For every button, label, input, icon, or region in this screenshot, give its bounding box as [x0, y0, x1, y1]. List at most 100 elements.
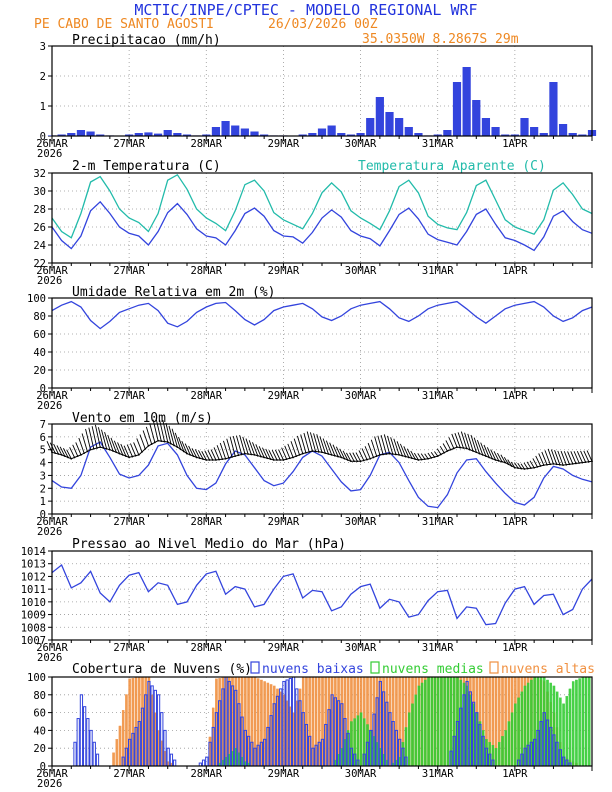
- cloud-mid-bar: [498, 742, 501, 767]
- cloud-mid-bar: [427, 676, 430, 767]
- cloud-mid-bar: [436, 676, 440, 767]
- wind-vector: [380, 434, 387, 455]
- wind-vector: [554, 450, 561, 465]
- wind-vector: [393, 438, 400, 455]
- wind-vector: [557, 450, 564, 466]
- y-tick-label: 0: [40, 131, 46, 143]
- precip-bar: [558, 124, 568, 136]
- precip-bar: [327, 125, 336, 136]
- wind-vector: [403, 446, 410, 458]
- wind-vector: [113, 440, 120, 454]
- precip-bar: [481, 118, 491, 136]
- wind-vector: [319, 436, 326, 454]
- precip-bar: [317, 128, 327, 136]
- x-tick-label: 26MAR: [36, 516, 68, 528]
- precip-bar: [520, 118, 529, 136]
- y-tick-label: 100: [27, 293, 46, 305]
- pressure-line: [51, 563, 593, 626]
- plot-frame: [51, 297, 593, 389]
- y-tick-label: 60: [33, 329, 46, 341]
- x-tick-label: 1APR: [502, 138, 528, 150]
- wind-vector: [300, 434, 307, 453]
- wind-vector: [245, 438, 252, 455]
- panel-title: Vento em 10m (m/s): [72, 411, 213, 426]
- wind-vector: [242, 436, 249, 455]
- precip-bar: [202, 134, 211, 136]
- wind-vector: [383, 434, 390, 454]
- wind-vector: [255, 444, 262, 457]
- wind-vector: [355, 452, 361, 462]
- precip-bar: [539, 133, 548, 136]
- precip-bar: [404, 127, 413, 136]
- apparent-temperature-line: [51, 173, 593, 239]
- x-year-label: 2026: [37, 526, 62, 538]
- precip-bar: [510, 134, 519, 136]
- y-tick-label: 80: [33, 690, 46, 702]
- cloud-mid-bar: [414, 694, 417, 767]
- x-tick-label: 28MAR: [190, 768, 222, 780]
- precip-bar: [96, 134, 105, 136]
- precip-bar: [221, 121, 230, 136]
- x-tick-label: 28MAR: [190, 390, 222, 402]
- precip-bar: [308, 133, 317, 136]
- cloud-low-bar: [76, 718, 80, 767]
- wind-vector: [544, 450, 551, 465]
- x-tick-label: 26MAR: [36, 390, 68, 402]
- x-year-label: 2026: [37, 400, 62, 412]
- wind-vector: [123, 445, 130, 458]
- wind-vector: [523, 462, 529, 469]
- legend-low-clouds: nuvens baixas: [262, 662, 364, 677]
- wind-vector: [396, 441, 403, 456]
- precip-bar: [491, 127, 500, 136]
- wind-vector: [374, 436, 381, 455]
- wind-vector: [573, 451, 580, 464]
- legend-mid-clouds-swatch: [370, 661, 380, 674]
- wind-vector: [142, 430, 149, 447]
- x-tick-label: 28MAR: [190, 138, 222, 150]
- wind-vector: [204, 450, 210, 461]
- x-tick-label: 31MAR: [422, 265, 454, 277]
- wind-vector: [510, 461, 516, 468]
- precip-bar: [346, 134, 356, 136]
- wind-vector: [171, 428, 178, 448]
- cloud-mid-bar: [420, 682, 424, 767]
- wind-vector: [451, 433, 458, 448]
- wind-vector: [155, 419, 162, 442]
- wind-vector: [56, 445, 63, 456]
- x-tick-label: 27MAR: [113, 265, 145, 277]
- wind-vector: [473, 437, 480, 454]
- precip-bar: [337, 133, 346, 136]
- y-tick-label: 1013: [21, 559, 46, 571]
- precip-bar: [462, 67, 471, 136]
- wind-vector: [88, 427, 95, 449]
- wind-vector: [329, 442, 336, 456]
- wind-vector: [78, 437, 85, 454]
- y-tick-label: 6: [40, 432, 46, 444]
- y-tick-label: 20: [33, 743, 46, 755]
- wind-vector: [72, 444, 79, 457]
- precip-bar: [568, 133, 577, 136]
- cloud-low-bar: [79, 694, 84, 767]
- cloud-mid-bar: [501, 736, 504, 767]
- wind-vector: [526, 461, 532, 469]
- legend-high-clouds: nuvens altas: [501, 662, 595, 677]
- legend-apparent-temperature: Temperatura Aparente (C): [358, 159, 546, 174]
- wind-vector: [145, 426, 153, 445]
- plot-frame: [51, 423, 593, 515]
- y-tick-label: 1: [40, 101, 46, 113]
- cloud-mid-bar: [411, 703, 414, 767]
- wind-vector: [490, 449, 496, 461]
- wind-vector: [560, 450, 567, 465]
- wind-vector: [262, 447, 268, 459]
- precip-bar: [153, 133, 163, 136]
- cloud-low-bar: [83, 706, 87, 767]
- x-tick-label: 30MAR: [345, 265, 377, 277]
- wind-vector: [399, 443, 406, 457]
- legend-mid-clouds: nuvens medias: [382, 662, 484, 677]
- wind-vector: [470, 434, 477, 453]
- cloud-mid-bar: [440, 676, 443, 767]
- x-tick-label: 1APR: [502, 265, 528, 277]
- x-year-label: 2026: [37, 148, 62, 160]
